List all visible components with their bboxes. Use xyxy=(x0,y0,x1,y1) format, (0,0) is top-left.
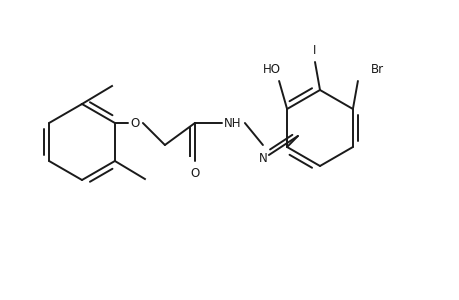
Text: Br: Br xyxy=(370,62,383,76)
Text: NH: NH xyxy=(224,116,241,130)
Text: I: I xyxy=(313,44,316,56)
Text: HO: HO xyxy=(263,62,280,76)
Text: O: O xyxy=(190,167,199,179)
Text: O: O xyxy=(130,116,139,130)
Text: N: N xyxy=(258,152,267,164)
